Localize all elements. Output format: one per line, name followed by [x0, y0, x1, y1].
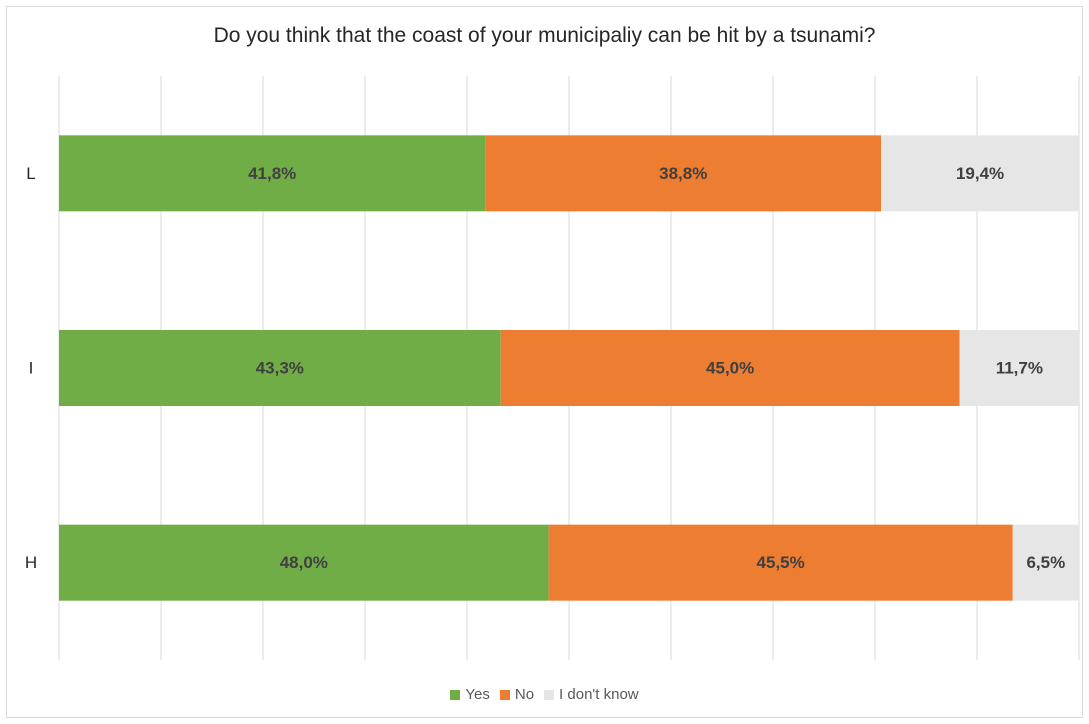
legend-label: I don't know — [559, 686, 639, 703]
bar-yes-L — [59, 135, 486, 212]
category-label-I: I — [29, 359, 34, 378]
data-label-i-don-t-know-H: 6,5% — [1026, 553, 1065, 572]
bar-no-L — [485, 135, 882, 212]
bar-yes-I — [59, 330, 501, 406]
bar-no-H — [548, 524, 1013, 601]
data-label-i-don-t-know-I: 11,7% — [996, 359, 1043, 378]
legend: Yes No I don't know — [0, 686, 1089, 703]
legend-swatch — [544, 689, 555, 700]
legend-label: No — [514, 686, 535, 703]
bar-i-don-t-know-I — [959, 330, 1079, 406]
legend-item-i-don-t-know: I don't know — [544, 686, 639, 703]
bar-i-don-t-know-L — [881, 135, 1079, 212]
data-label-no-H: 45,5% — [757, 553, 805, 572]
data-label-yes-L: 41,8% — [248, 164, 296, 183]
data-label-no-I: 45,0% — [706, 359, 754, 378]
category-label-H: H — [25, 553, 37, 572]
legend-item-yes: Yes — [450, 686, 490, 703]
legend-item-no: No — [499, 686, 535, 703]
data-label-yes-H: 48,0% — [280, 553, 328, 572]
category-label-L: L — [26, 164, 35, 183]
bar-no-I — [500, 330, 960, 406]
legend-swatch — [450, 689, 461, 700]
chart-title: Do you think that the coast of your muni… — [213, 24, 876, 47]
data-label-yes-I: 43,3% — [256, 359, 304, 378]
bar-i-don-t-know-H — [1012, 524, 1079, 601]
bar-yes-H — [59, 524, 549, 601]
legend-label: Yes — [465, 686, 490, 703]
data-label-no-L: 38,8% — [659, 164, 707, 183]
data-label-i-don-t-know-L: 19,4% — [956, 164, 1004, 183]
legend-swatch — [499, 689, 510, 700]
